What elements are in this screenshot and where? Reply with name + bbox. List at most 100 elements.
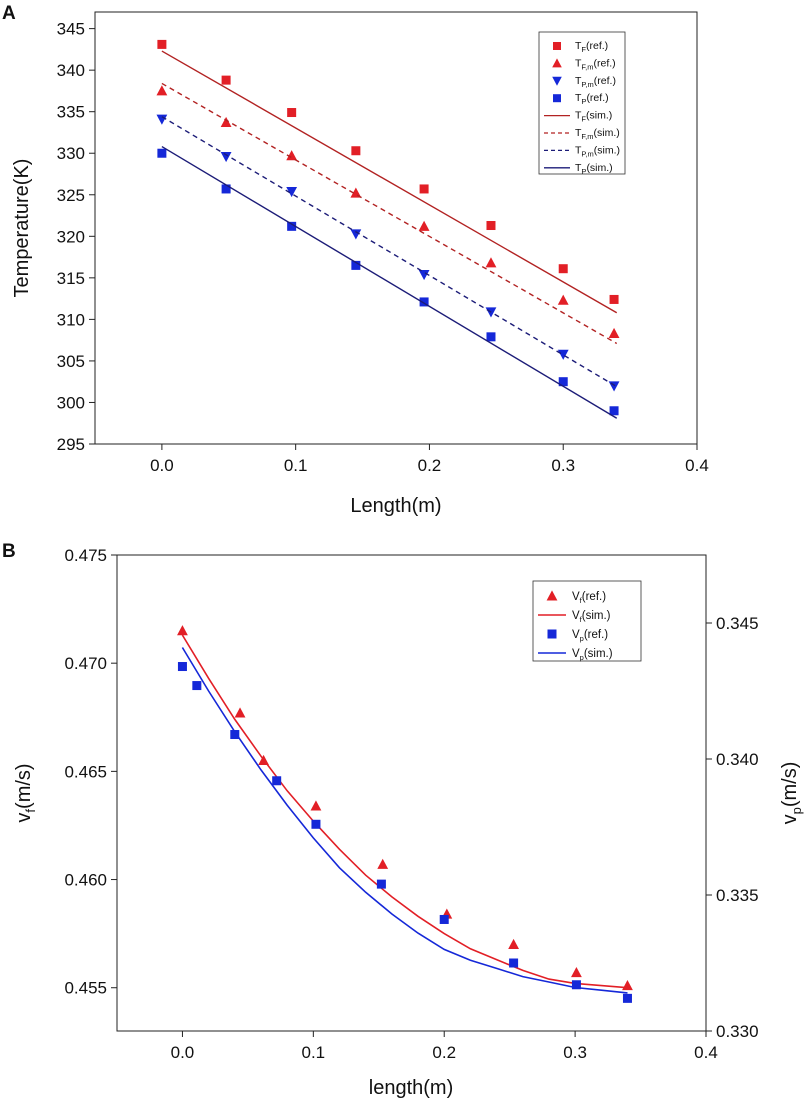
data-point: [558, 377, 568, 387]
data-point: [286, 186, 298, 198]
legend-entry: Vp(ref.): [547, 629, 608, 643]
data-point: [157, 148, 167, 158]
data-point: [609, 406, 619, 416]
legend-entry: Vp(sim.): [538, 648, 613, 662]
y-tick-label: 0.475: [64, 546, 107, 565]
fit-line: [161, 82, 618, 345]
series-a-6: [161, 116, 618, 388]
data-point: [220, 116, 232, 127]
data-point: [157, 39, 167, 49]
fit-curve: [181, 634, 628, 989]
y-tick-label: 310: [57, 310, 85, 329]
data-point: [486, 221, 496, 231]
data-point: [557, 294, 569, 305]
panel-b-y-title-main: v: [13, 813, 35, 823]
data-point: [486, 332, 496, 342]
data-point: [509, 958, 519, 968]
data-point: [221, 184, 231, 194]
legend-entry: Vf(sim.): [538, 610, 611, 624]
x-tick-label: 0.2: [418, 456, 442, 475]
data-point: [310, 800, 322, 811]
y-tick-label: 300: [57, 393, 85, 412]
data-point: [377, 858, 389, 869]
panel-b-plot-frame: [116, 554, 707, 1032]
data-point: [156, 114, 168, 125]
x-tick-label: 0.2: [432, 1043, 456, 1062]
data-point: [608, 327, 620, 339]
panel-a: A 0.0 0.1 0.2 0.3 0.4 295 300 305 310 315 320 325 33…: [2, 3, 709, 517]
series-a-1: [156, 85, 620, 339]
panel-a-y-axis-title: Temperature(K): [11, 159, 33, 298]
y2-tick-label: 0.335: [716, 886, 759, 905]
legend-entry: TP,m(sim.): [544, 144, 620, 158]
panel-b-y2-axis-title: vp(m/s): [779, 762, 804, 825]
legend-entry: TF,m(ref.): [552, 57, 616, 71]
panel-b-y2-title-suffix: (m/s): [779, 762, 801, 808]
y-tick-label: 345: [57, 20, 85, 39]
panel-b-y-title-suffix: (m/s): [13, 763, 35, 809]
data-point: [557, 349, 569, 360]
legend-label: TP(sim.): [575, 162, 613, 176]
y-tick-label: 340: [57, 61, 85, 80]
series-b-0: [177, 625, 633, 991]
fit-line: [161, 50, 618, 314]
legend-label: TF,m(sim.): [575, 127, 620, 141]
data-point: [419, 297, 429, 307]
y-tick-label: 335: [57, 103, 85, 122]
legend-label: TF(ref.): [575, 40, 608, 54]
data-point: [609, 294, 619, 304]
fit-line: [161, 145, 618, 419]
fit-curve: [181, 647, 628, 994]
data-point: [177, 625, 188, 636]
data-point: [156, 85, 168, 96]
legend-swatch: [553, 94, 561, 103]
y2-tick-label: 0.330: [716, 1022, 759, 1041]
panel-b-y2-title-main: v: [779, 814, 801, 824]
x-tick-label: 0.3: [551, 456, 575, 475]
legend-entry: TF,m(sim.): [544, 127, 620, 141]
legend-label: TP,m(sim.): [575, 144, 620, 158]
data-point: [234, 707, 246, 718]
legend-swatch: [547, 629, 557, 639]
panel-b-y-axis-title: vf(m/s): [13, 763, 38, 822]
panel-a-letter: A: [2, 3, 16, 24]
svg-text:vf(m/s): vf(m/s): [13, 763, 38, 822]
y-tick-label: 0.465: [64, 762, 107, 781]
x-tick-label: 0.1: [302, 1043, 326, 1062]
panel-b-y-title-sub: f: [23, 809, 38, 813]
x-tick-label: 0.3: [563, 1043, 587, 1062]
y2-tick-label: 0.340: [716, 750, 759, 769]
data-point: [287, 108, 297, 118]
data-point: [571, 966, 582, 978]
legend-swatch: [552, 58, 562, 68]
panel-a-legend: TF(ref.) TF,m(ref.) TP,m(ref.) TP(ref.) TF(s…: [538, 31, 626, 176]
data-point: [177, 662, 187, 672]
y-tick-label: 0.455: [64, 979, 107, 998]
legend-swatch: [553, 42, 561, 50]
panel-b-letter: B: [2, 541, 16, 562]
y-tick-label: 305: [57, 352, 85, 371]
data-point: [221, 75, 231, 85]
series-b-2: [177, 662, 632, 1003]
y-tick-label: 0.460: [64, 871, 107, 890]
panel-b: B 0.0 0.1 0.2 0.3 0.4 0.455 0.460 0.465 0.470 0.4…: [2, 541, 804, 1099]
data-point: [287, 221, 297, 231]
data-point: [439, 914, 449, 924]
legend-entry: TF(ref.): [553, 40, 608, 54]
legend-entry: TF(sim.): [544, 110, 612, 124]
y-tick-label: 315: [57, 269, 85, 288]
series-a-7: [161, 145, 618, 419]
data-point: [220, 152, 232, 163]
legend-swatch: [546, 590, 558, 601]
data-point: [230, 730, 240, 740]
panel-b-y2-title-sub: p: [789, 807, 804, 814]
legend-label: TF(sim.): [575, 110, 612, 124]
data-point: [418, 220, 430, 231]
panel-a-plot-frame: [94, 11, 698, 445]
fit-line: [161, 116, 618, 388]
legend-label: Vp(ref.): [572, 629, 608, 643]
y2-tick-label: 0.345: [716, 614, 759, 633]
data-point: [272, 776, 282, 786]
data-point: [351, 146, 361, 156]
